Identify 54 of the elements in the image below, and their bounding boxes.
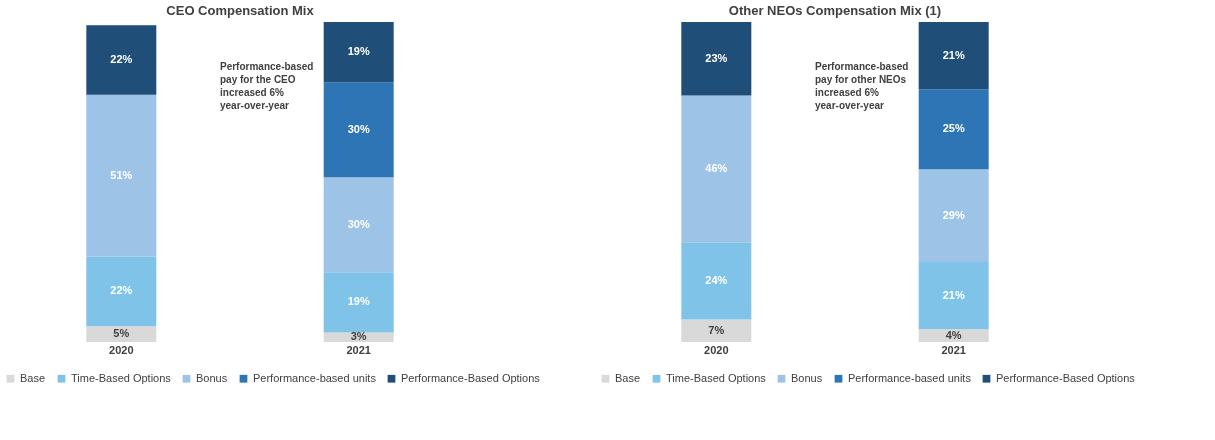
legend-label: Base <box>20 371 46 384</box>
chart-title: CEO Compensation Mix <box>166 3 315 18</box>
x-tick-label: 2021 <box>941 343 966 356</box>
bar <box>681 22 752 96</box>
legend-label: Time-Based Options <box>71 371 172 384</box>
bar <box>681 95 752 243</box>
data-label: 21% <box>942 48 965 61</box>
data-label: 30% <box>347 122 370 135</box>
legend-label: Time-Based Options <box>666 371 767 384</box>
bar <box>323 332 394 342</box>
data-label: 25% <box>942 122 965 135</box>
x-tick-label: 2020 <box>109 343 134 356</box>
bar <box>918 89 989 170</box>
data-label: 7% <box>708 323 725 336</box>
bar <box>86 326 157 342</box>
bar <box>323 177 394 273</box>
bar <box>918 262 989 330</box>
bar <box>86 94 157 257</box>
annotation: Performance-based pay for the CEO increased 6% year-over-year <box>220 61 314 111</box>
legend-label: Performance-based units <box>848 371 972 384</box>
data-label: 21% <box>942 288 965 301</box>
legend-label: Performance-Based Options <box>996 371 1136 384</box>
bar <box>323 82 394 178</box>
legend-label: Bonus <box>791 371 823 384</box>
data-label: 5% <box>113 327 130 340</box>
data-label: 4% <box>945 328 962 341</box>
bar <box>681 319 752 342</box>
bar <box>323 22 394 83</box>
x-tick-label: 2021 <box>346 343 371 356</box>
x-tick-label: 2020 <box>704 343 729 356</box>
bar <box>86 256 157 327</box>
data-label: 19% <box>347 295 370 308</box>
data-label: 30% <box>347 217 370 230</box>
chart-title: Other NEOs Compensation Mix (1) <box>728 3 942 18</box>
bar <box>918 329 989 342</box>
data-label: 3% <box>350 330 367 343</box>
data-label: 19% <box>347 45 370 58</box>
data-label: 29% <box>942 208 965 221</box>
data-label: 51% <box>110 168 133 181</box>
bar <box>918 169 989 262</box>
data-label: 22% <box>110 53 133 66</box>
legend-label: Base <box>615 371 641 384</box>
bar <box>323 272 394 333</box>
legend-label: Performance-based units <box>253 371 377 384</box>
data-label: 24% <box>705 274 728 287</box>
data-label: 23% <box>705 51 728 64</box>
legend-label: Bonus <box>196 371 228 384</box>
bar <box>681 242 752 320</box>
legend-label: Performance-Based Options <box>401 371 541 384</box>
data-label: 22% <box>110 284 133 297</box>
data-label: 46% <box>705 162 728 175</box>
annotation: Performance-based pay for other NEOs increased 6% year-over-year <box>815 61 909 111</box>
bar <box>918 22 989 90</box>
bar <box>86 25 157 95</box>
